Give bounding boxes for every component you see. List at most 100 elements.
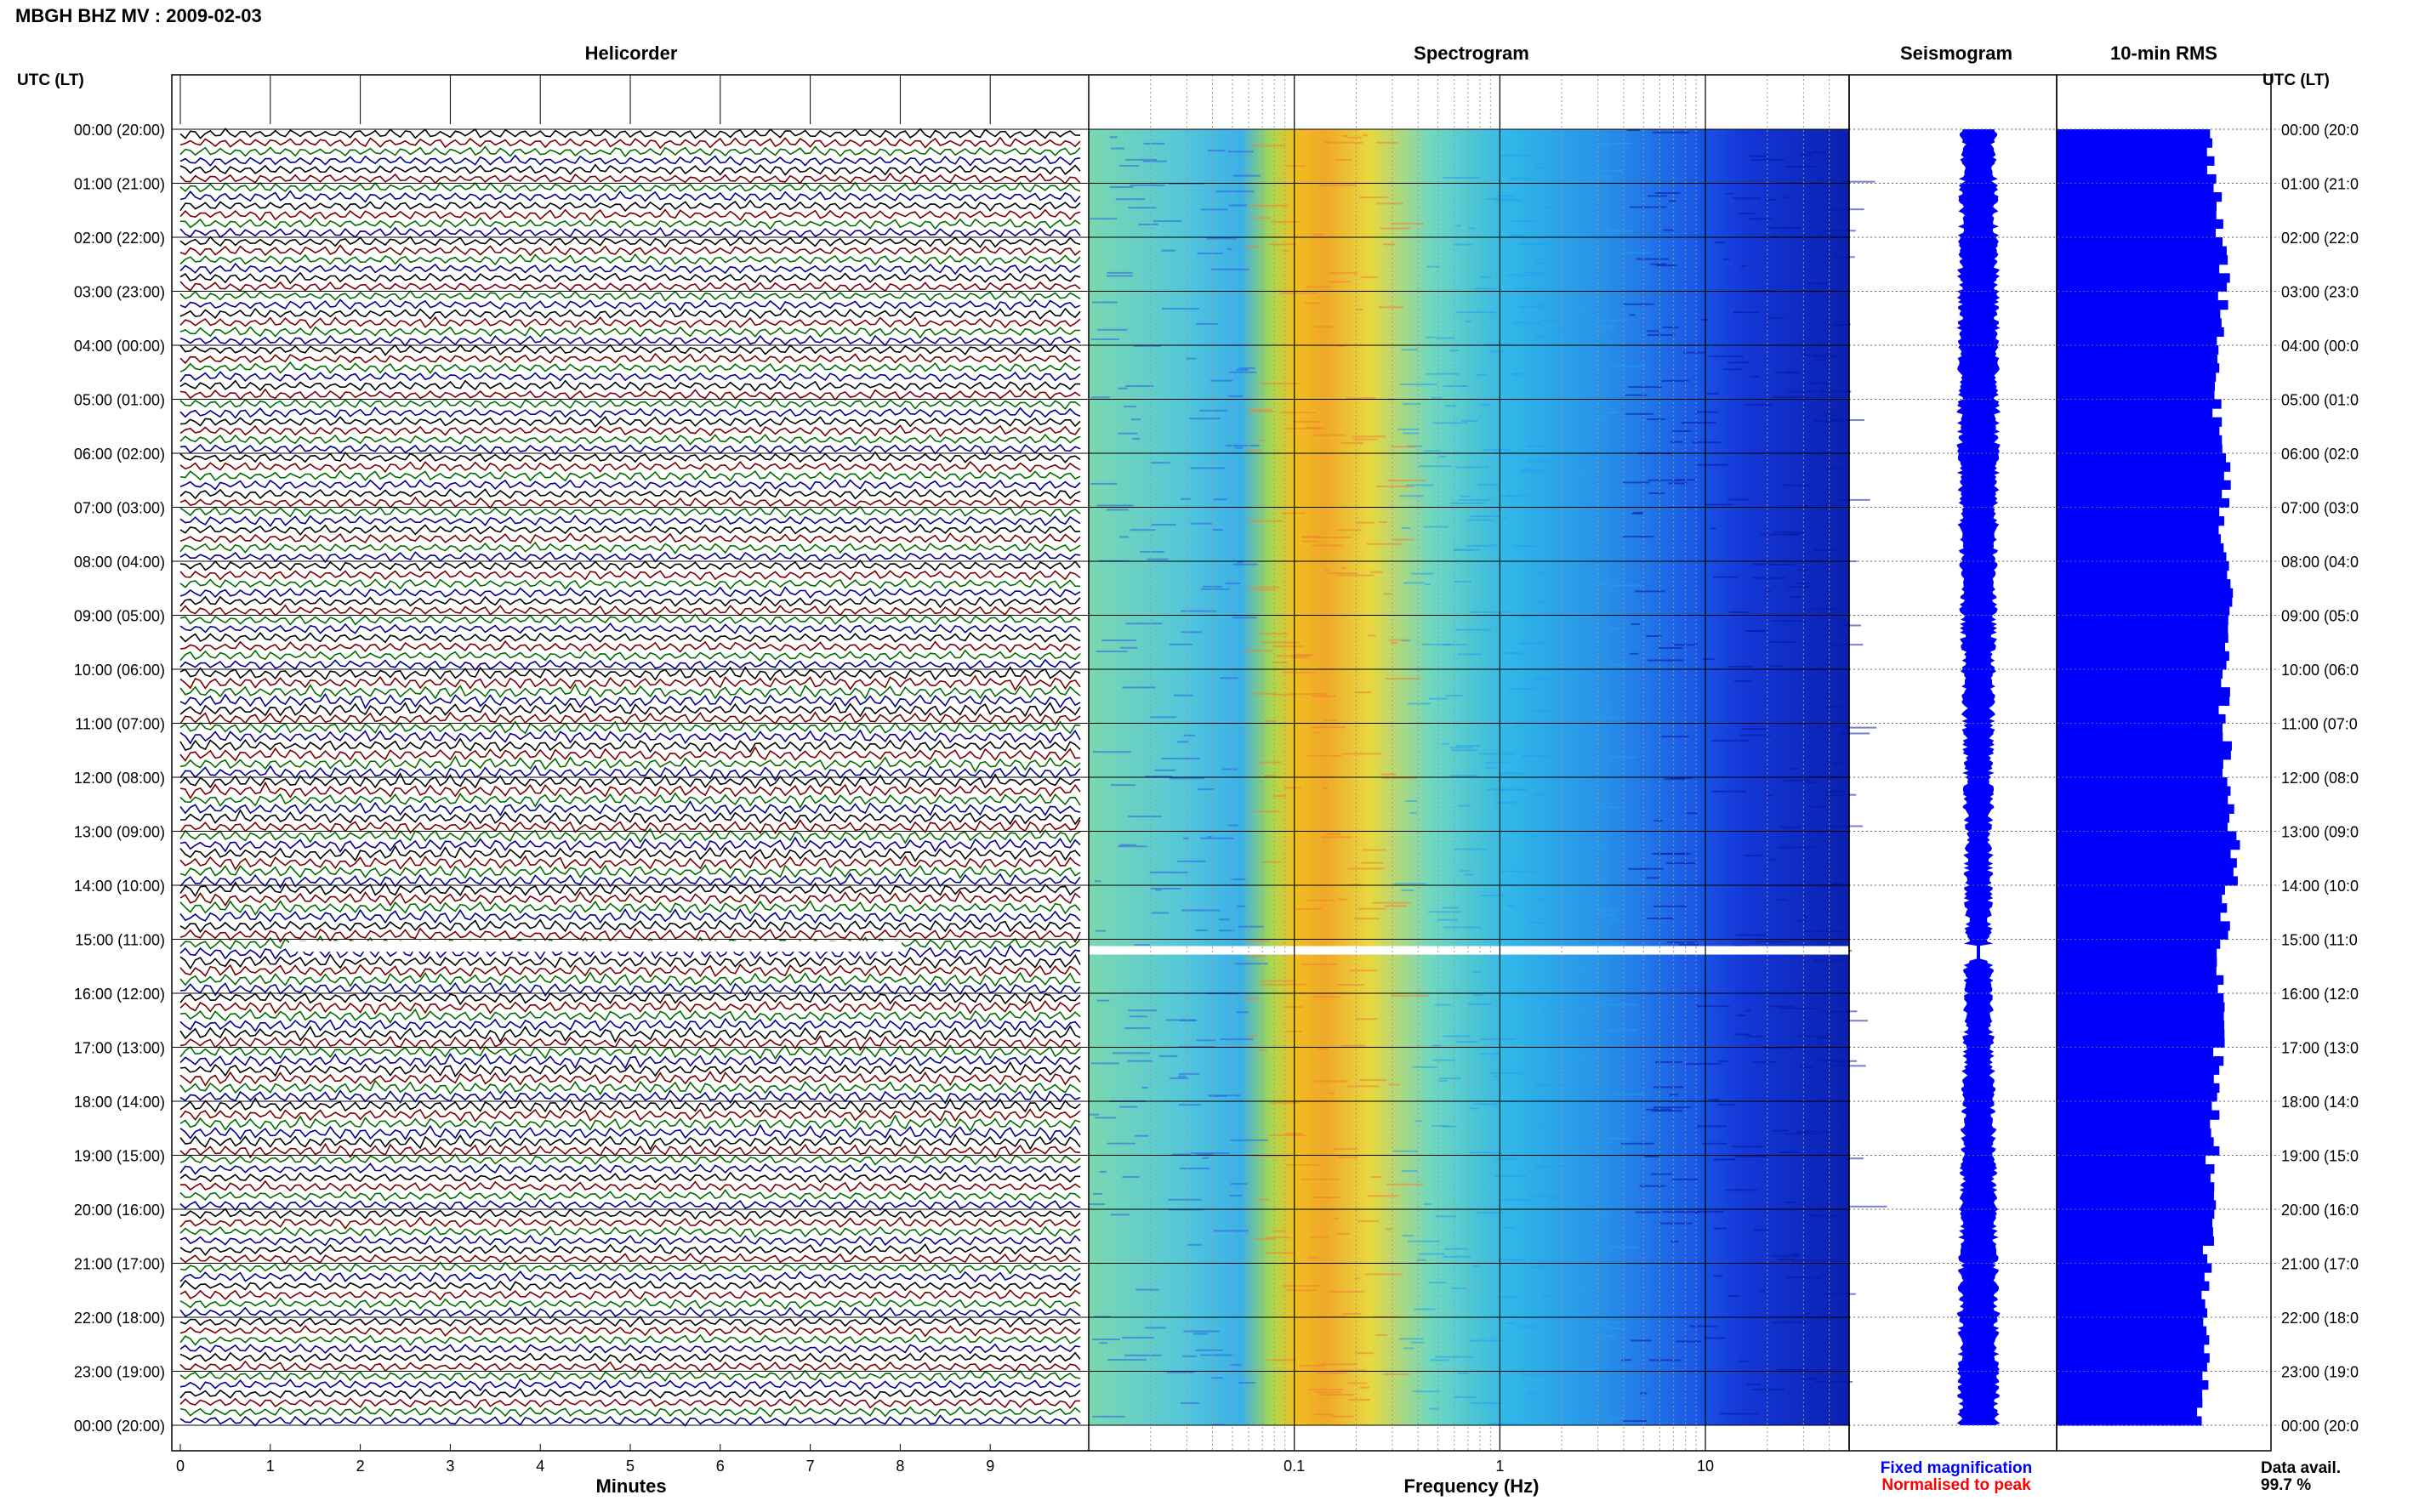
rms-bar	[2057, 1155, 2206, 1165]
rms-bar	[2057, 156, 2215, 166]
helicorder-trace	[179, 1261, 1081, 1275]
helicorder-trace	[179, 827, 1081, 844]
time-label-left: 00:00 (20:00)	[74, 1418, 165, 1435]
helicorder-trace	[179, 692, 1081, 710]
helicorder-trace	[179, 1287, 1081, 1301]
spectrogram-frequency-grid	[1150, 75, 1830, 1451]
rms-bar	[2057, 1110, 2220, 1120]
rms-bar	[2057, 831, 2237, 841]
rms-bar	[2057, 389, 2215, 401]
time-label-left: 22:00 (18:00)	[74, 1310, 165, 1327]
helicorder-trace	[179, 649, 1081, 662]
helicorder-trace	[179, 1324, 1081, 1338]
rms-bar	[2057, 372, 2217, 382]
rms-bar	[2057, 1164, 2215, 1174]
rms-bar	[2057, 876, 2238, 886]
time-label-left: 18:00 (14:00)	[74, 1094, 165, 1111]
rms-bar	[2057, 507, 2220, 517]
helicorder-trace	[179, 1208, 1081, 1220]
helicorder-trace	[179, 729, 1081, 745]
time-label-right: 09:00 (05:0	[2281, 608, 2359, 625]
rms-bar	[2057, 1353, 2210, 1363]
helicorder-trace	[179, 1316, 1081, 1328]
rms-bar	[2057, 1128, 2211, 1138]
rms-bar	[2057, 201, 2217, 211]
time-label-left: 15:00 (11:00)	[75, 932, 165, 949]
rms-bar	[2057, 1344, 2205, 1354]
helicorder-trace	[179, 907, 1081, 924]
rms-bar	[2057, 444, 2223, 454]
helicorder-trace	[179, 918, 1080, 934]
rms-bar	[2057, 669, 2223, 679]
rms-bar	[2057, 1092, 2217, 1102]
minutes-tick-label: 4	[536, 1458, 544, 1475]
time-label-left: 08:00 (04:00)	[74, 554, 165, 571]
rms-bar	[2057, 354, 2217, 364]
rms-bar	[2057, 1380, 2209, 1390]
helicorder-trace	[179, 424, 1081, 438]
time-label-left: 03:00 (23:00)	[74, 284, 165, 301]
helicorder-trace	[179, 298, 1081, 311]
helicorder-trace	[179, 578, 1080, 590]
time-label-left: 06:00 (02:00)	[74, 446, 165, 463]
time-label-right: 22:00 (18:0	[2281, 1310, 2359, 1327]
helicorder-trace	[179, 154, 1081, 167]
rms-bar	[2057, 1308, 2208, 1318]
helicorder-trace	[179, 334, 1081, 347]
helicorder-trace	[179, 469, 1081, 482]
rms-bar	[2057, 534, 2221, 544]
helicorder-trace	[179, 1242, 1081, 1256]
rms-bar	[2057, 1272, 2205, 1282]
rms-bar	[2057, 948, 2217, 958]
rms-bar	[2057, 255, 2228, 265]
helicorder-trace	[179, 181, 1081, 194]
time-label-right: 13:00 (09:0	[2281, 824, 2359, 841]
helicorder-trace	[179, 1279, 1081, 1292]
rms-bar	[2057, 867, 2234, 878]
rms-bar	[2057, 1029, 2225, 1039]
minutes-tick-label: 2	[356, 1458, 365, 1475]
helicorder-trace	[179, 953, 1081, 970]
rms-bar	[2057, 588, 2234, 598]
frequency-tick-label: 0.1	[1283, 1458, 1305, 1475]
minutes-tick-label: 6	[716, 1458, 725, 1475]
rms-bar	[2057, 786, 2231, 796]
helicorder-trace	[179, 541, 1081, 554]
rms-bar	[2057, 561, 2229, 571]
helicorder-panel	[179, 128, 1081, 1427]
helicorder-trace	[179, 443, 1081, 456]
rms-bar	[2057, 975, 2224, 986]
rms-bar	[2057, 957, 2217, 967]
rms-bar	[2057, 516, 2225, 526]
time-label-left: 23:00 (19:00)	[74, 1364, 165, 1381]
rms-bar	[2057, 1416, 2202, 1426]
time-label-right: 11:00 (07:0	[2281, 716, 2358, 733]
helicorder-trace	[179, 1378, 1081, 1392]
rms-bar	[2057, 858, 2237, 868]
helicorder-trace	[179, 765, 1081, 782]
rms-bar	[2057, 723, 2223, 733]
rms-bar	[2057, 894, 2223, 904]
helicorder-trace	[179, 570, 1081, 581]
helicorder-trace	[179, 1108, 1081, 1123]
helicorder-trace	[179, 145, 1081, 158]
rms-bar	[2057, 821, 2228, 833]
time-label-right: 16:00 (12:0	[2281, 986, 2359, 1003]
rms-bar	[2057, 633, 2228, 643]
rms-bar	[2057, 408, 2213, 418]
rms-bar	[2057, 1389, 2203, 1399]
rms-bar	[2057, 309, 2221, 319]
rms-bar	[2057, 939, 2221, 949]
helicorder-trace	[179, 1369, 1081, 1383]
helicorder-trace	[179, 1397, 1081, 1409]
time-label-left: 17:00 (13:00)	[74, 1040, 165, 1057]
helicorder-trace	[179, 532, 1081, 545]
helicorder-trace	[179, 551, 1081, 564]
legend-normalised-to-peak: Normalised to peak	[1881, 1476, 2031, 1494]
helicorder-trace	[179, 1096, 1081, 1114]
rms-bar	[2057, 1065, 2220, 1075]
rms-bar	[2057, 1200, 2217, 1210]
helicorder-trace	[179, 172, 1081, 185]
rms-bar	[2057, 795, 2228, 805]
time-label-right: 23:00 (19:0	[2281, 1364, 2359, 1381]
